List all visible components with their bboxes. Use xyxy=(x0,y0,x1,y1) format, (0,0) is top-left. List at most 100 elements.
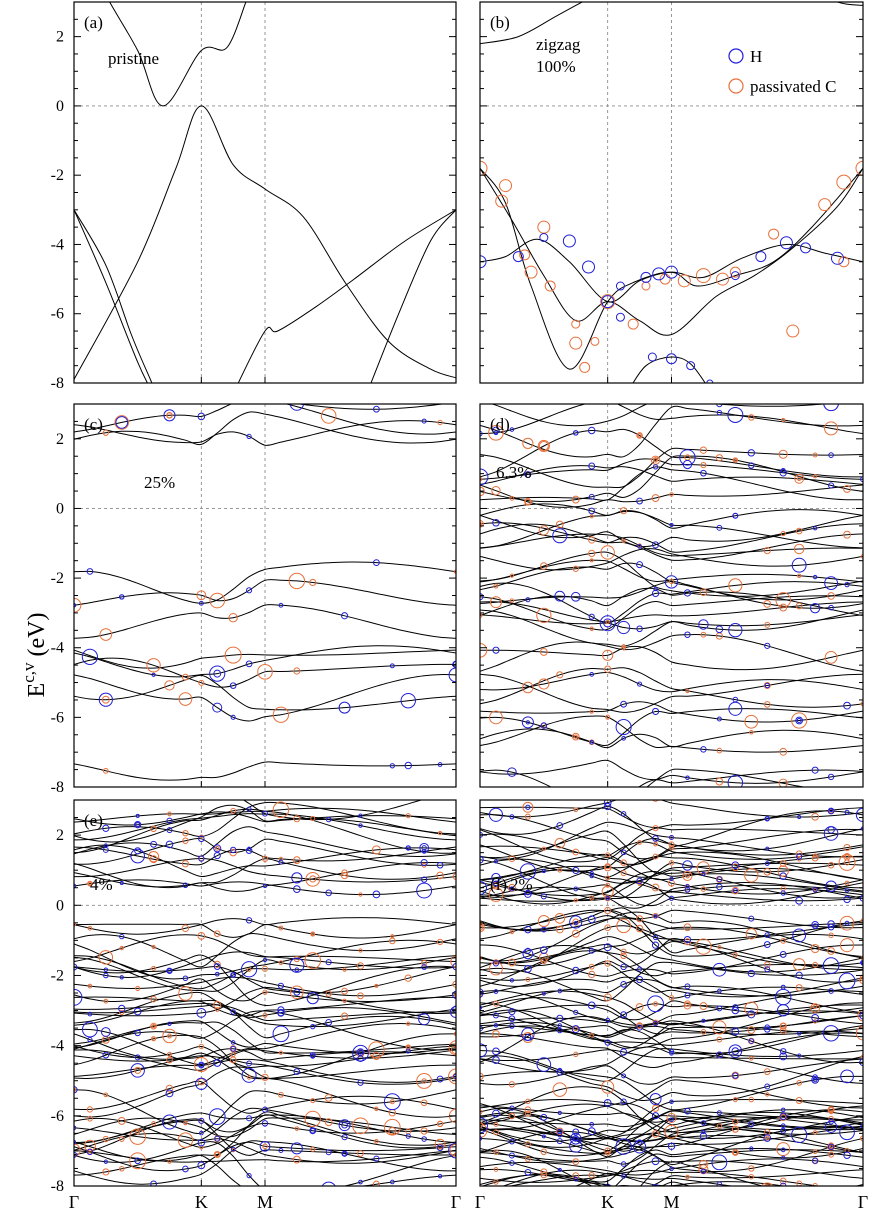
h-weight-marker xyxy=(615,281,625,291)
band-line xyxy=(74,861,456,892)
passivated-c-weight-marker xyxy=(712,1020,727,1035)
h-weight-marker xyxy=(824,576,838,591)
h-weight-marker xyxy=(727,774,744,787)
passivated-c-weight-marker xyxy=(420,1127,428,1135)
passivated-c-weight-marker xyxy=(716,272,730,286)
h-weight-marker xyxy=(261,810,269,817)
passivated-c-weight-marker xyxy=(685,873,690,879)
h-weight-marker xyxy=(289,957,305,973)
passivated-c-weight-marker xyxy=(261,1073,269,1082)
passivated-c-weight-marker xyxy=(811,812,820,821)
h-weight-marker xyxy=(844,581,850,588)
passivated-c-weight-marker xyxy=(589,558,594,563)
h-weight-marker xyxy=(524,925,532,934)
h-weight-marker xyxy=(731,1047,740,1055)
h-weight-marker xyxy=(763,1134,772,1142)
h-weight-marker xyxy=(603,1099,612,1107)
passivated-c-weight-marker xyxy=(246,1075,252,1080)
band-line xyxy=(74,858,456,888)
passivated-c-weight-marker xyxy=(775,592,791,608)
h-weight-marker xyxy=(562,234,576,248)
passivated-c-weight-marker xyxy=(824,650,838,664)
h-weight-marker xyxy=(213,963,221,970)
h-weight-marker xyxy=(400,692,416,709)
y-tick-label: -8 xyxy=(51,375,64,392)
h-weight-marker xyxy=(701,1129,706,1135)
h-weight-marker xyxy=(830,251,844,265)
h-weight-marker xyxy=(246,1060,253,1067)
band-line xyxy=(74,1020,456,1055)
band-line xyxy=(480,708,863,746)
passivated-c-weight-marker xyxy=(588,536,596,544)
passivated-c-weight-marker xyxy=(480,1072,484,1081)
passivated-c-weight-marker xyxy=(836,174,852,190)
h-weight-marker xyxy=(437,792,443,798)
h-weight-marker xyxy=(325,959,332,966)
band-line xyxy=(480,455,863,503)
passivated-c-weight-marker xyxy=(652,800,659,802)
passivated-c-weight-marker xyxy=(147,851,160,863)
h-weight-marker xyxy=(119,594,125,600)
passivated-c-weight-marker xyxy=(357,992,364,1000)
passivated-c-weight-marker xyxy=(480,521,483,526)
passivated-c-weight-marker xyxy=(540,1148,548,1156)
panel-d: (d) 6.3% xyxy=(479,403,864,788)
h-weight-marker xyxy=(421,845,427,851)
h-weight-marker xyxy=(716,524,723,531)
passivated-c-weight-marker xyxy=(384,1118,401,1136)
passivated-c-weight-marker xyxy=(860,1054,863,1059)
h-weight-marker xyxy=(651,707,660,716)
band-line xyxy=(74,976,456,997)
h-weight-marker xyxy=(165,840,174,849)
passivated-c-weight-marker xyxy=(860,1135,863,1142)
h-weight-marker xyxy=(277,982,285,989)
band-line xyxy=(74,1141,456,1172)
passivated-c-weight-marker xyxy=(845,1195,849,1199)
passivated-c-weight-marker xyxy=(748,1096,755,1103)
h-weight-marker xyxy=(229,682,237,689)
passivated-c-weight-marker xyxy=(616,918,631,934)
h-weight-marker xyxy=(325,1018,333,1026)
svg-text:Ec,v (eV): Ec,v (eV) xyxy=(19,613,50,698)
band-line xyxy=(480,1055,863,1101)
h-weight-marker xyxy=(556,1138,563,1145)
band-line xyxy=(480,533,863,557)
h-weight-marker xyxy=(572,1128,580,1136)
h-weight-marker xyxy=(167,968,172,974)
h-weight-marker xyxy=(620,849,627,856)
h-weight-marker xyxy=(509,1138,515,1145)
band-line xyxy=(480,917,863,932)
h-weight-marker xyxy=(448,667,456,683)
h-weight-marker xyxy=(436,1144,444,1152)
h-weight-marker xyxy=(214,1135,221,1142)
h-weight-marker xyxy=(358,1179,363,1185)
passivated-c-weight-marker xyxy=(198,1043,205,1050)
passivated-c-weight-marker xyxy=(843,859,851,866)
passivated-c-weight-marker xyxy=(763,681,771,689)
passivated-c-weight-marker xyxy=(342,967,347,972)
band-line xyxy=(836,2,863,6)
plot-area xyxy=(480,404,863,787)
h-weight-marker xyxy=(651,1184,660,1186)
h-weight-marker xyxy=(825,880,837,893)
h-weight-marker xyxy=(716,876,723,883)
h-weight-marker xyxy=(621,1073,627,1079)
panel-subtitle: 100% xyxy=(536,57,576,76)
h-weight-marker xyxy=(652,1020,659,1027)
band-line xyxy=(480,926,863,967)
passivated-c-weight-marker xyxy=(620,948,627,955)
passivated-c-weight-marker xyxy=(182,837,189,844)
h-weight-marker xyxy=(525,597,531,603)
passivated-c-weight-marker xyxy=(102,1168,110,1176)
band-line xyxy=(480,1132,863,1163)
passivated-c-weight-marker xyxy=(86,1106,94,1113)
passivated-c-weight-marker xyxy=(855,160,863,176)
h-weight-marker xyxy=(493,430,499,436)
passivated-c-weight-marker xyxy=(341,987,349,995)
passivated-c-weight-marker xyxy=(695,268,711,284)
passivated-c-weight-marker xyxy=(453,1152,456,1158)
h-weight-marker xyxy=(620,1207,626,1213)
y-tick-label: -4 xyxy=(51,236,64,253)
passivated-c-weight-marker xyxy=(557,1205,563,1211)
